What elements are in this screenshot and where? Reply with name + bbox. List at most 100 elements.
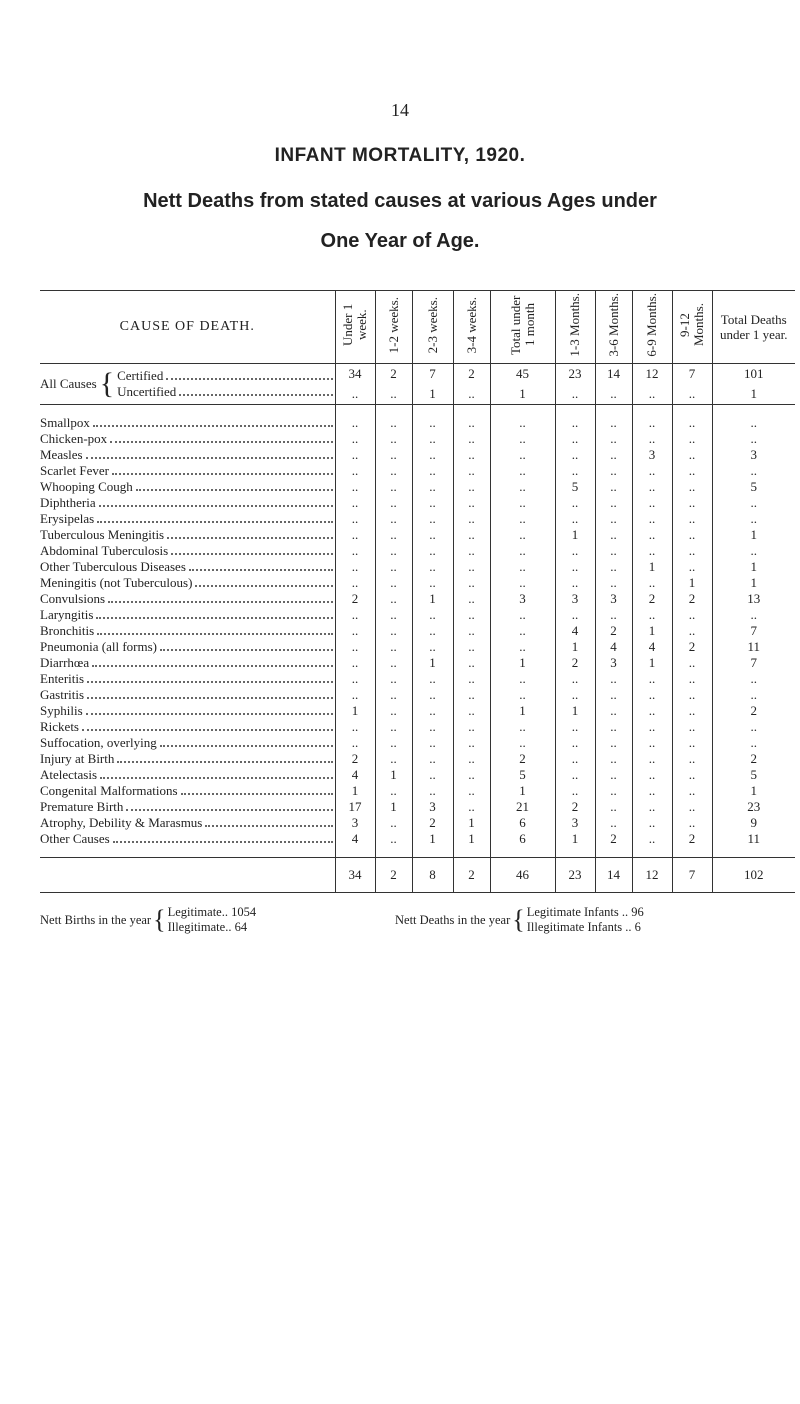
header-text: Under 1 week. <box>340 303 369 347</box>
cause-label: Congenital Malformations <box>40 783 335 799</box>
value-cell: 2 <box>334 591 375 607</box>
value-cell: .. <box>411 607 453 623</box>
leader <box>85 457 333 459</box>
value-cell: .. <box>671 543 712 559</box>
value-cell: .. <box>452 671 490 687</box>
value-cell: .. <box>671 703 712 719</box>
sub-labels: Certified Uncertified <box>117 368 334 400</box>
value-cell: .. <box>411 575 453 591</box>
value-cell: .. <box>554 671 595 687</box>
value-cell: 1 <box>411 591 453 607</box>
header-text: 1-3 Months. <box>567 293 582 357</box>
value-cell: .. <box>334 527 375 543</box>
value-cell: .. <box>554 575 595 591</box>
value-cell: .. <box>374 735 412 751</box>
value-cell: 1 <box>554 831 595 847</box>
cause-label: Smallpox <box>40 415 335 431</box>
value-cell: 3 <box>711 447 795 463</box>
value-cell: 3 <box>554 815 595 831</box>
value-cell: .. <box>671 527 712 543</box>
value-cell: .. <box>374 719 412 735</box>
title: INFANT MORTALITY, 1920. <box>274 145 526 166</box>
value-cell: 12 <box>631 363 672 384</box>
value-cell: .. <box>671 735 712 751</box>
value-cell: .. <box>452 543 490 559</box>
cause-cell: Premature Birth <box>40 799 335 815</box>
value-cell: 2 <box>671 831 712 847</box>
value-cell: .. <box>631 687 672 703</box>
value-cell: .. <box>671 687 712 703</box>
cause-label: Injury at Birth <box>40 751 335 767</box>
value-cell: .. <box>411 527 453 543</box>
value-cell: .. <box>452 783 490 799</box>
value-cell: 1 <box>554 703 595 719</box>
cause-label: Tuberculous Meningitis <box>40 527 335 543</box>
value-cell: 1 <box>489 783 555 799</box>
value-cell: .. <box>631 575 672 591</box>
value-cell: 7 <box>671 363 712 384</box>
value-cell: .. <box>631 735 672 751</box>
value-cell: .. <box>489 607 555 623</box>
cause-text: Scarlet Fever <box>40 463 109 478</box>
cause-cell: Diarrhœa <box>40 655 335 671</box>
value-cell: .. <box>452 527 490 543</box>
cause-row: Other Causes 4.. 1 1 6 1 2.. 2 11 <box>40 831 795 847</box>
value-cell: .. <box>489 479 555 495</box>
cause-text: Enteritis <box>40 671 85 686</box>
cause-text: Bronchitis <box>40 623 95 638</box>
value-cell: 4 <box>594 639 632 655</box>
footer-label: Nett Births in the year <box>40 912 152 927</box>
value-cell: .. <box>452 575 490 591</box>
value-cell: .. <box>711 671 795 687</box>
value-cell: .. <box>334 479 375 495</box>
value-cell: .. <box>452 463 490 479</box>
value-cell: .. <box>374 703 412 719</box>
brace: { <box>99 367 115 400</box>
cause-text: Atrophy, Debility & Marasmus <box>40 815 203 830</box>
value-cell: .. <box>671 799 712 815</box>
value-cell: .. <box>554 543 595 559</box>
cause-cell: Congenital Malformations <box>40 783 335 799</box>
value-cell: .. <box>594 703 632 719</box>
value-cell: 11 <box>711 831 795 847</box>
cause-cell <box>40 857 335 893</box>
value-cell: .. <box>411 415 453 431</box>
value-cell: .. <box>452 511 490 527</box>
value-cell: .. <box>334 463 375 479</box>
cause-row: Atelectasis 4 1.... 5........ 5 <box>40 767 795 783</box>
value-cell: .. <box>374 831 412 847</box>
cause-row: Laryngitis.................... <box>40 607 795 623</box>
cause-cell: Other Tuberculous Diseases <box>40 559 335 575</box>
value-cell: .. <box>452 751 490 767</box>
footer-value: 64 <box>234 920 248 934</box>
spacer <box>40 847 795 858</box>
value-cell: .. <box>452 495 490 511</box>
value-cell: .. <box>452 479 490 495</box>
value-cell: .. <box>452 384 490 405</box>
value-cell: .. <box>452 735 490 751</box>
value-cell: .. <box>631 607 672 623</box>
cause-label: Diphtheria <box>40 495 335 511</box>
footer-item: Legitimate Infants .. <box>526 905 629 919</box>
value-cell: .. <box>671 479 712 495</box>
value-cell: .. <box>452 639 490 655</box>
cause-row: Diphtheria.................... <box>40 495 795 511</box>
value-cell: .. <box>334 639 375 655</box>
cause-cell: Laryngitis <box>40 607 335 623</box>
value-cell: 6 <box>489 831 555 847</box>
value-cell: 12 <box>631 857 672 893</box>
value-cell: .. <box>334 655 375 671</box>
value-cell: .. <box>411 751 453 767</box>
value-cell: .. <box>631 543 672 559</box>
value-cell: .. <box>374 639 412 655</box>
value-cell: 2 <box>452 857 490 893</box>
value-cell: .. <box>631 815 672 831</box>
value-cell: .. <box>489 511 555 527</box>
value-cell: 1 <box>411 384 453 405</box>
value-cell: .. <box>671 495 712 511</box>
value-cell: 7 <box>711 655 795 671</box>
value-cell: .. <box>374 415 412 431</box>
value-cell: 1 <box>334 783 375 799</box>
value-cell: .. <box>374 495 412 511</box>
spacer <box>40 404 795 415</box>
